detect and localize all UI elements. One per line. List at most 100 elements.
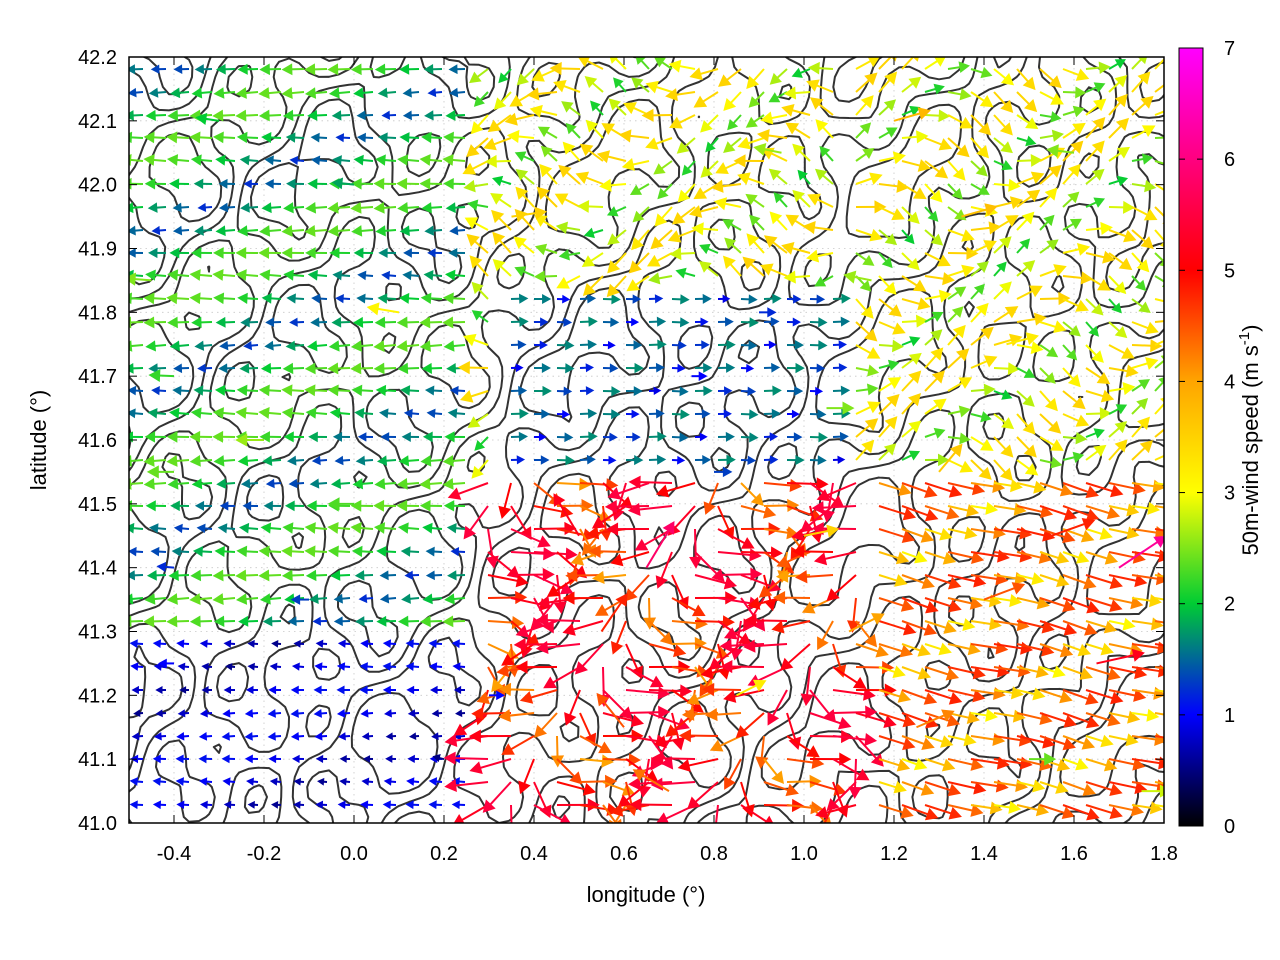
background-wind-vector [1085,250,1116,264]
colorbar-ticks: 0 1 2 3 4 5 6 7 [1179,38,1235,838]
background-wind-vector [356,132,374,143]
background-wind-vector [212,430,236,443]
background-wind-vector [501,643,535,666]
background-wind-vector [722,255,742,277]
background-wind-vector [717,386,733,396]
background-wind-vector [310,132,328,143]
background-wind-vector [671,340,687,350]
background-wind-vector [699,243,719,255]
background-wind-vector [970,436,994,451]
background-wind-vector [709,735,742,752]
background-wind-vector [579,431,598,442]
background-wind-vector [1108,439,1128,461]
colorbar-tick-label: 4 [1224,371,1235,393]
background-wind-vector [947,618,976,632]
background-wind-vector [422,522,443,534]
background-wind-vector [534,243,558,256]
background-wind-vector [924,311,944,323]
background-wind-vector [1062,712,1100,729]
background-wind-vector [150,64,167,74]
background-wind-vector [629,797,673,812]
background-wind-vector [350,362,374,375]
background-wind-vector [145,109,167,122]
background-wind-vector [235,569,259,582]
background-wind-vector [855,72,878,93]
background-wind-vector [694,340,710,350]
background-wind-vector [832,666,867,689]
background-wind-vector [534,712,558,739]
background-wind-vector [129,340,144,352]
background-wind-vector [327,225,351,237]
background-wind-vector [735,712,765,739]
background-wind-vector [556,294,571,304]
background-wind-vector [1131,732,1164,746]
background-wind-vector [1108,229,1137,243]
background-wind-vector [634,528,673,551]
wind-vector [714,466,733,478]
background-wind-vector [428,639,443,649]
background-wind-vector [510,293,529,304]
background-wind-vector [763,478,803,492]
background-wind-vector [549,61,581,76]
background-wind-vector [399,225,420,237]
background-wind-vector [574,643,604,675]
background-wind-vector [878,735,916,751]
background-wind-vector [1062,242,1091,256]
background-wind-vector [1062,451,1085,463]
background-wind-vector [715,160,742,175]
background-wind-vector [901,130,929,144]
background-wind-vector [308,431,328,443]
background-wind-vector [1108,200,1135,214]
background-wind-vector [304,384,328,397]
background-wind-vector [901,105,921,117]
background-wind-vector [609,804,627,823]
background-wind-vector [1131,379,1151,392]
background-wind-vector [492,231,512,254]
background-wind-vector [498,482,512,519]
background-wind-vector [655,482,696,498]
background-wind-vector [878,689,912,703]
background-wind-vector [1016,68,1036,91]
background-wind-vector [1108,574,1148,588]
background-wind-vector [1062,367,1081,388]
background-wind-vector [1154,377,1164,392]
background-wind-vector [562,591,604,605]
background-wind-vector [446,523,466,534]
background-wind-vector [579,408,598,419]
background-wind-vector [375,225,397,237]
background-wind-vector [786,317,801,327]
background-wind-vector [447,408,466,419]
background-wind-vector [259,431,282,443]
background-wind-vector [993,215,1019,231]
background-wind-vector [516,68,535,86]
wind-vector [759,307,777,318]
background-wind-vector [1062,643,1092,657]
background-wind-vector [744,613,788,628]
background-wind-vector [717,294,731,304]
background-wind-vector [153,732,167,741]
background-wind-vector [466,137,489,157]
background-wind-vector [1016,643,1055,657]
background-wind-vector [901,252,920,271]
background-wind-vector [740,432,759,443]
background-wind-vector [675,267,696,279]
background-wind-vector [901,550,928,564]
background-wind-vector [333,593,351,604]
background-wind-vector [809,432,828,443]
background-wind-vector [1062,390,1086,410]
background-wind-vector [1108,344,1135,359]
background-wind-vector [602,317,620,328]
background-wind-vector [442,154,466,166]
background-wind-vector [705,708,742,722]
background-wind-vector [878,298,902,317]
background-wind-vector [315,800,328,809]
background-wind-vector [1154,689,1164,693]
background-wind-vector [878,339,904,353]
background-wind-vector [191,316,213,328]
wind-vector [893,107,931,122]
background-wind-vector [264,155,282,166]
background-wind-vector [213,87,236,99]
wind-vector [553,493,580,537]
background-wind-vector [669,114,696,129]
background-wind-vector [554,193,581,208]
